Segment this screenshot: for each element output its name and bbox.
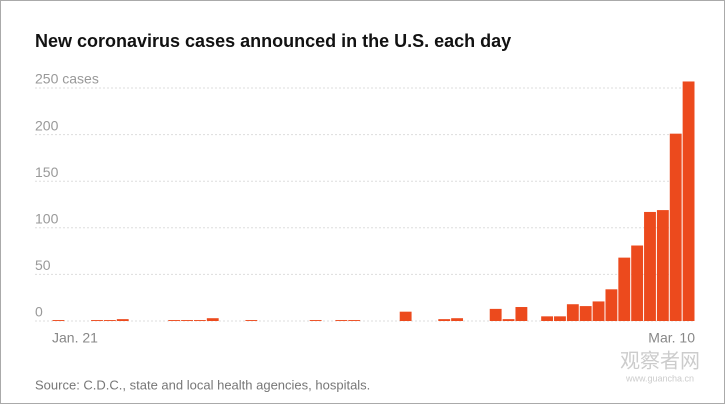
- bar: [438, 319, 451, 321]
- y-tick-label: 0: [35, 304, 43, 320]
- bar: [515, 307, 528, 321]
- watermark-url: www.guancha.cn: [625, 373, 694, 383]
- bar: [618, 257, 631, 321]
- bar: [399, 311, 412, 321]
- bar: [541, 316, 554, 321]
- bar: [181, 320, 193, 321]
- bar: [193, 320, 206, 321]
- bar: [168, 320, 181, 321]
- bar: [682, 81, 695, 321]
- bar: [206, 318, 219, 321]
- bar: [669, 133, 682, 321]
- bar: [631, 245, 644, 321]
- bar: [103, 320, 116, 321]
- bar: [502, 319, 515, 321]
- bar: [348, 320, 361, 321]
- bar: [451, 318, 464, 321]
- bar: [245, 320, 258, 321]
- bar: [554, 316, 566, 321]
- bar: [335, 320, 348, 321]
- bar: [91, 320, 103, 321]
- bar: [566, 304, 579, 321]
- watermark: 观察者网: [620, 349, 700, 372]
- y-tick-label: 250 cases: [35, 71, 99, 87]
- bar: [116, 319, 129, 321]
- bar: [489, 308, 502, 321]
- y-tick-label: 100: [35, 211, 59, 227]
- bar: [579, 306, 592, 321]
- x-tick-label: Mar. 10: [648, 330, 695, 346]
- bar: [644, 211, 656, 321]
- chart-title: New coronavirus cases announced in the U…: [35, 31, 511, 51]
- x-tick-label: Jan. 21: [52, 330, 98, 346]
- y-tick-label: 200: [35, 117, 59, 133]
- y-tick-label: 150: [35, 164, 59, 180]
- bar: [52, 320, 65, 321]
- bar: [309, 320, 322, 321]
- bar: [656, 210, 669, 321]
- source-note: Source: C.D.C., state and local health a…: [35, 377, 370, 392]
- bar: [592, 301, 605, 321]
- y-tick-label: 50: [35, 257, 51, 273]
- bar: [605, 289, 618, 321]
